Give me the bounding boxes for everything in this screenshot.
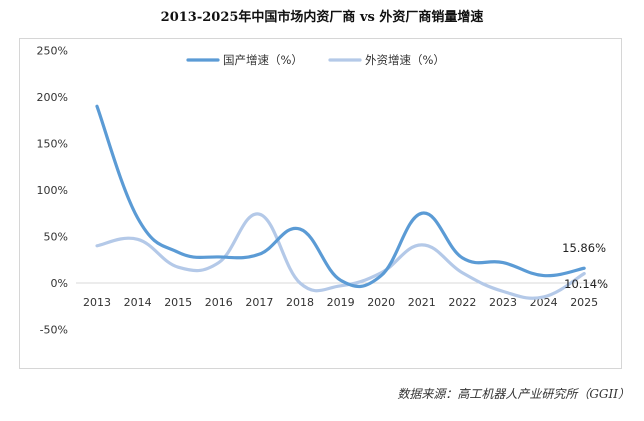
x-tick-label: 2017 <box>245 296 273 309</box>
y-tick-label: 100% <box>37 184 68 197</box>
y-tick-label: 200% <box>37 91 68 104</box>
x-tick-label: 2019 <box>327 296 355 309</box>
x-tick-label: 2021 <box>408 296 436 309</box>
y-tick-label: 0% <box>51 277 68 290</box>
x-tick-label: 2020 <box>367 296 395 309</box>
x-tick-label: 2022 <box>448 296 476 309</box>
x-tick-label: 2014 <box>124 296 152 309</box>
series-line-foreign <box>95 212 586 300</box>
y-tick-label: 250% <box>37 45 68 58</box>
x-tick-label: 2015 <box>164 296 192 309</box>
data-label-domestic-2025: 15.86% <box>562 241 606 255</box>
series-line-domestic <box>95 104 586 288</box>
legend-label: 外资增速（%） <box>365 53 445 67</box>
y-tick-label: 50% <box>44 231 68 244</box>
chart-title: 2013-2025年中国市场内资厂商 vs 外资厂商销量增速 <box>160 10 484 25</box>
x-tick-label: 2023 <box>489 296 517 309</box>
chart-frame <box>19 38 622 369</box>
x-tick-label: 2025 <box>570 296 598 309</box>
x-tick-label: 2016 <box>205 296 233 309</box>
y-tick-label: -50% <box>40 324 68 337</box>
y-tick-label: 150% <box>37 138 68 151</box>
x-tick-label: 2018 <box>286 296 314 309</box>
x-tick-label: 2013 <box>83 296 111 309</box>
data-label-foreign-2025: 10.14% <box>564 277 608 291</box>
data-source-note: 数据来源：高工机器人产业研究所（GGII） <box>397 387 630 401</box>
legend-label: 国产增速（%） <box>223 53 303 67</box>
